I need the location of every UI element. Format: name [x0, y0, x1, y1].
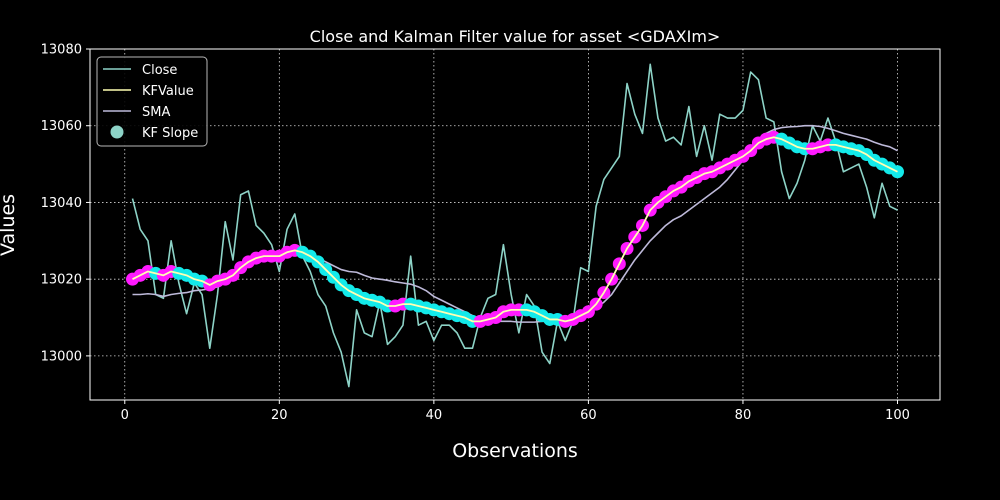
x-tick-label: 100	[885, 408, 910, 423]
x-axis-title: Observations	[452, 440, 578, 462]
legend: Close KFValue SMA KF Slope	[96, 56, 208, 147]
series-kfvalue-line	[132, 136, 898, 323]
x-tick-label: 0	[121, 408, 129, 423]
series-layer	[126, 63, 904, 388]
plot-frame	[89, 48, 941, 401]
y-tick-label: 13020	[41, 273, 82, 288]
y-tick-label: 13040	[41, 196, 82, 211]
grid	[90, 48, 940, 400]
x-tick-label: 60	[580, 408, 597, 423]
legend-kf-slope-swatch	[110, 125, 124, 139]
legend-kfvalue-label: KFValue	[142, 84, 194, 99]
x-axis: 0 20 40 60 80 100	[121, 400, 910, 423]
x-tick-label: 20	[271, 408, 288, 423]
legend-sma-label: SMA	[142, 105, 170, 120]
x-tick-label: 80	[735, 408, 752, 423]
y-tick-label: 13000	[41, 349, 82, 364]
x-tick-label: 40	[426, 408, 443, 423]
legend-frame	[96, 56, 208, 147]
y-axis: 13000 13020 13040 13060 13080	[41, 43, 90, 364]
y-tick-label: 13060	[41, 119, 82, 134]
chart-title: Close and Kalman Filter value for asset …	[310, 27, 721, 46]
y-tick-label: 13080	[41, 43, 82, 58]
legend-kf-slope-label: KF Slope	[142, 126, 198, 141]
legend-close-label: Close	[142, 63, 177, 78]
y-axis-title: Values	[0, 194, 19, 256]
